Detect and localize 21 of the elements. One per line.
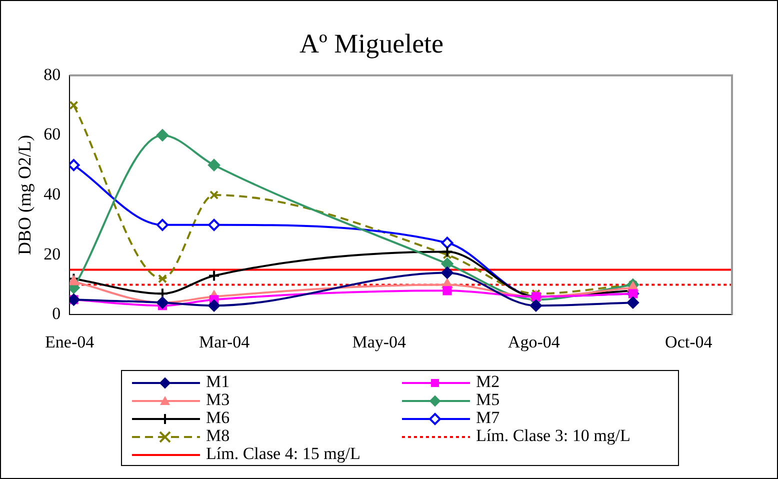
legend-label: M7 <box>476 408 500 428</box>
chart-title: Aº Miguelete <box>299 28 444 58</box>
legend-label: Lím. Clase 4: 15 mg/L <box>206 444 360 464</box>
y-tick-label: 80 <box>44 64 61 84</box>
y-tick-label: 40 <box>44 184 61 204</box>
legend-label: Lím. Clase 3: 10 mg/L <box>476 426 630 446</box>
x-tick-label: Ene-04 <box>45 332 95 352</box>
x-tick-label: Mar-04 <box>199 332 250 352</box>
y-tick-label: 20 <box>44 244 61 264</box>
legend-label: M3 <box>206 390 230 410</box>
x-tick-label: May-04 <box>352 332 407 352</box>
legend-label: M2 <box>476 372 500 391</box>
y-axis-title: DBO (mg O2/L) <box>14 135 35 255</box>
legend-label: M6 <box>206 408 230 428</box>
x-tick-label: Oct-04 <box>665 332 713 352</box>
x-tick-label: Ago-04 <box>508 332 560 352</box>
legend-label: M1 <box>206 372 230 391</box>
legend-label: M8 <box>206 426 230 446</box>
y-tick-label: 0 <box>52 304 61 324</box>
y-tick-label: 60 <box>44 124 61 144</box>
legend-label: M5 <box>476 390 500 410</box>
